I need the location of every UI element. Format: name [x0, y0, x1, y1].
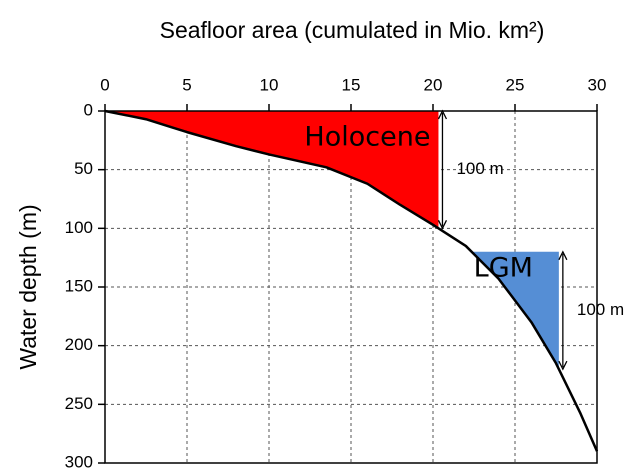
x-tick-label: 20 [424, 75, 443, 94]
line [104, 109, 599, 452]
y-axis-title: Water depth (m) [15, 204, 41, 369]
plot-frame [104, 110, 598, 464]
shaded-region [471, 251, 559, 370]
y-tick-label: 0 [84, 100, 93, 119]
region-label: Holocene [304, 122, 430, 153]
arrow-head [558, 250, 568, 371]
x-axis-title: Seafloor area (cumulated in Mio. km²) [160, 17, 545, 43]
region-label: LGM [474, 252, 533, 283]
shaded-region [105, 111, 439, 229]
y-tick-label: 300 [65, 452, 93, 471]
y-tick-label: 250 [65, 394, 93, 413]
x-tick-label: 5 [182, 75, 191, 94]
x-tick-label: 15 [342, 75, 361, 94]
range-label: 100 m [456, 159, 503, 178]
x-tick-label: 25 [506, 75, 525, 94]
range-label: 100 m [577, 300, 624, 319]
y-tick-label: 150 [65, 276, 93, 295]
x-tick-label: 0 [100, 75, 109, 94]
y-tick-label: 200 [65, 335, 93, 354]
x-tick-label: 10 [260, 75, 279, 94]
y-tick-label: 50 [74, 159, 93, 178]
x-tick-label: 30 [588, 75, 607, 94]
y-tick-label: 100 [65, 218, 93, 237]
